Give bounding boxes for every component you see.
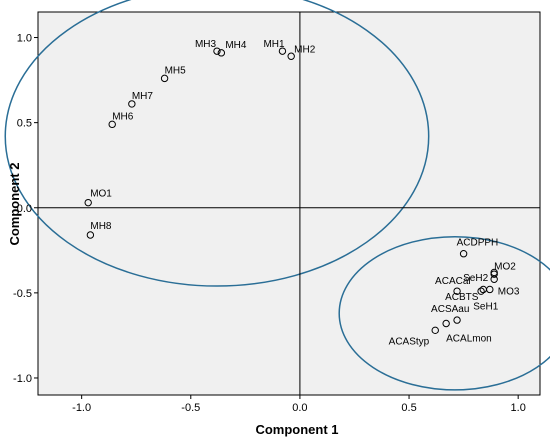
data-point [86,231,95,239]
y-tick-label: 0.5 [17,118,32,130]
data-point [108,120,116,129]
data-label: ACALmon [446,334,492,345]
data-point [459,250,468,258]
x-tick-label: 0.0 [292,402,307,414]
data-point [278,47,287,55]
data-label: MH8 [90,221,112,232]
data-label: MH5 [165,65,187,76]
y-tick-label: -0.5 [13,288,32,300]
data-point [490,275,498,283]
data-point [453,316,461,324]
data-point [287,52,295,60]
ellipse-group [4,0,550,391]
data-label: ACAStyp [389,336,430,347]
group-ellipse-2 [338,235,550,391]
data-label: ACBTS [445,292,479,303]
data-point [477,287,485,295]
data-point [442,319,450,328]
data-point [453,287,461,295]
x-tick-label: 0.5 [401,402,416,414]
data-points [84,47,498,335]
reference-lines [38,12,540,395]
data-point [490,270,498,278]
data-label: MH1 [263,39,285,50]
y-axis-title: Component 2 [7,162,22,245]
data-point [431,326,439,335]
data-label: MO1 [90,189,112,200]
data-label: MH6 [112,111,134,122]
data-label: ACSAau [431,304,469,315]
x-tick-label: -1.0 [72,402,91,414]
data-label: MO3 [498,286,520,297]
data-label: MH2 [294,44,316,55]
axis-ticks: -1.0 -0.5 0.0 0.5 1.0 1.0 0.5 0.0 -0.5 -1.0 [13,33,526,414]
x-tick-label: -0.5 [181,402,200,414]
data-point [217,49,226,57]
y-tick-label: 1.0 [17,33,32,45]
x-tick-label: 1.0 [511,402,526,414]
data-label: MO2 [494,261,516,272]
data-point [479,285,487,294]
data-label: MH3 [195,39,217,50]
group-ellipse-1 [4,0,430,287]
y-tick-label: -1.0 [13,373,32,385]
y-tick-label: 0.0 [17,203,32,215]
data-label: MH4 [225,40,247,51]
data-label: SeH1 [473,301,498,312]
data-label: MH7 [132,91,154,102]
data-point [160,74,169,83]
data-label: ACACal [435,276,471,287]
data-labels: MH3 MH4 MH1 MH2 MH5 MH7 MH6 MO1 MH8 ACDPPH MO2 SeH2… [90,39,520,347]
data-point [84,198,92,207]
x-axis-title: Component 1 [255,422,338,437]
data-label: ACDPPH [457,238,499,249]
data-point [128,100,136,108]
data-label: SeH2 [463,273,488,284]
plot-area [37,11,541,396]
data-point [213,47,221,55]
